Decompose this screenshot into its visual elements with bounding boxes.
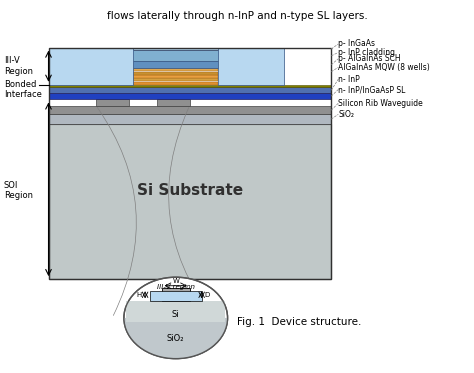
Bar (48, 87, 331, 93)
Text: D: D (204, 292, 209, 298)
Bar (110, 50, 242, 62)
Bar (157, 100, 190, 106)
Text: p- InGaAs: p- InGaAs (331, 40, 375, 49)
Text: III-V
Region: III-V Region (4, 56, 33, 76)
Text: Silicon Rib Waveguide: Silicon Rib Waveguide (338, 99, 423, 108)
Bar (119, 62, 232, 68)
Bar (48, 48, 133, 85)
Bar (48, 114, 331, 123)
Bar (133, 78, 218, 81)
Bar (48, 93, 331, 100)
Bar (110, 48, 242, 50)
Bar (96, 100, 128, 106)
Text: SiO₂: SiO₂ (338, 110, 354, 119)
Text: III-V region: III-V region (157, 284, 195, 290)
Text: Si: Si (172, 310, 180, 319)
Bar (48, 85, 331, 87)
Bar (218, 48, 284, 85)
Text: W: W (173, 278, 179, 284)
Bar (48, 106, 331, 114)
Text: p- AlGaInAs SCH: p- AlGaInAs SCH (338, 54, 401, 63)
Text: SOI
Region: SOI Region (4, 181, 33, 200)
Text: Bonded
Interface: Bonded Interface (4, 80, 42, 99)
Text: H: H (137, 292, 142, 298)
Bar (133, 75, 218, 78)
Text: flows laterally through n-InP and n-type SL layers.: flows laterally through n-InP and n-type… (107, 11, 367, 21)
Text: Fig. 1  Device structure.: Fig. 1 Device structure. (237, 317, 361, 327)
Bar (126, 301, 225, 322)
Text: n- InP: n- InP (338, 75, 360, 84)
Bar (48, 48, 331, 279)
FancyBboxPatch shape (48, 123, 331, 279)
Text: n- InP/InGaAsP SL: n- InP/InGaAsP SL (338, 85, 406, 94)
Bar (133, 72, 218, 75)
Text: AlGaInAs MQW (8 wells): AlGaInAs MQW (8 wells) (338, 63, 430, 72)
Bar (133, 68, 218, 71)
Text: SiO₂: SiO₂ (167, 334, 184, 343)
Text: Si Substrate: Si Substrate (137, 183, 243, 198)
Bar (133, 82, 218, 85)
Bar (150, 291, 201, 301)
Text: p- InP cladding: p- InP cladding (338, 48, 395, 57)
Bar (162, 288, 190, 301)
Circle shape (124, 277, 228, 359)
Wedge shape (124, 318, 228, 359)
